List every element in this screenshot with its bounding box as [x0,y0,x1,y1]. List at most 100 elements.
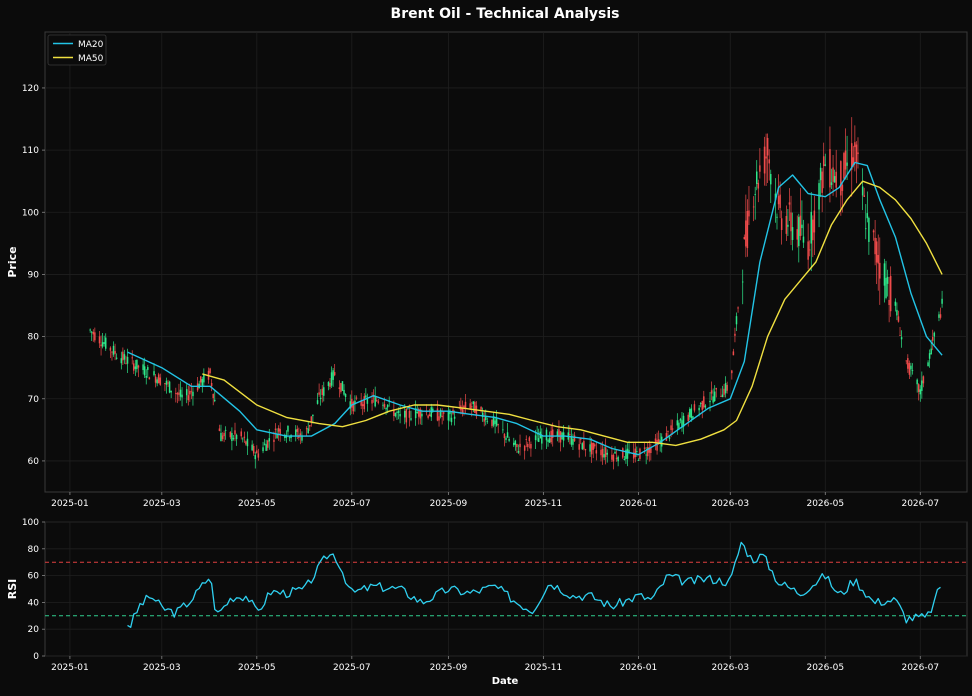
candle-up [678,422,680,429]
candle-down [157,374,160,384]
candle-up [508,439,510,441]
candle-up [713,391,716,402]
candle-down [667,430,669,432]
candle-down [527,443,529,448]
candle-down [854,142,856,148]
candle-up [432,408,434,412]
candle-down [427,415,429,418]
candle-down [475,405,478,417]
candle-down [765,156,767,159]
rsi-x-tick-label: 2026-01 [620,663,658,673]
candle-down [939,314,942,318]
candle-down [361,404,364,407]
candle-down [643,447,646,449]
candle-down [752,206,755,208]
candle-down [732,351,735,356]
candle-down [632,452,635,459]
candle-up [754,194,756,195]
candle-down [780,218,783,231]
candle-up [265,444,267,451]
candle-down [175,392,177,394]
candle-up [896,309,898,316]
candle-down [646,447,649,457]
candle-down [807,241,809,260]
candle-down [657,439,660,443]
candle-up [494,420,496,424]
candle-up [556,431,559,436]
rsi-axes-frame [44,521,968,657]
candle-up [416,412,418,413]
candle-down [528,437,531,442]
candle-up [735,316,738,325]
candle-down [715,387,718,390]
candle-down [851,143,853,170]
candle-up [941,298,943,304]
candle-up [824,164,827,166]
candle-down [125,362,127,364]
candle-down [622,448,624,458]
candle-up [548,438,551,443]
price-y-tick-label: 80 [28,333,40,343]
candle-up [232,438,235,440]
candle-down [558,429,560,438]
candle-down [503,433,506,439]
candle-down [463,405,465,409]
candle-up [628,450,630,452]
candle-down [418,408,420,417]
candle-down [835,171,837,188]
chart-title: Brent Oil - Technical Analysis [391,6,620,22]
candle-down [525,439,527,440]
candle-up [698,407,700,411]
candle-down [114,351,116,354]
candle-down [131,357,133,359]
candle-up [327,382,330,386]
legend: MA20 MA50 [47,34,107,66]
candle-down [461,408,464,414]
rsi-x-tick-label: 2025-11 [525,663,563,673]
rsi-x-ticks: 2025-01 2025-03 2025-05 2025-07 2025-09 2025-… [51,656,939,673]
candle-up [404,410,406,418]
candle-up [414,408,417,419]
price-y-tick-label: 90 [28,270,40,280]
candle-up [214,399,216,402]
candle-down [665,433,668,441]
price-x-tick-label: 2026-07 [901,499,939,509]
candle-down [296,428,299,432]
candle-up [330,372,333,386]
candle-down [874,237,876,255]
candle-down [785,215,788,234]
candle-up [818,183,820,210]
candle-down [523,445,526,451]
candle-up [343,389,345,395]
candle-up [541,435,543,444]
candle-up [147,367,149,370]
candle-up [506,432,509,438]
candle-up [365,395,367,398]
candle-up [517,451,520,453]
candle-down [167,382,169,384]
price-x-tick-label: 2025-07 [333,499,371,509]
candle-up [787,224,789,227]
candle-down [92,331,95,335]
candle-down [889,275,892,312]
candle-down [710,390,713,394]
candle-down [530,443,532,449]
candle-down [100,344,102,347]
candle-up [704,405,707,408]
candle-up [617,456,619,462]
candle-down [133,363,135,371]
candle-up [682,415,685,427]
candle-down [252,446,255,454]
candle-down [748,210,750,217]
candle-down [600,449,602,456]
candle-up [712,396,714,403]
candle-down [687,414,689,422]
candle-down [310,416,313,422]
candle-up [156,379,158,384]
candle-up [791,227,794,240]
candle-up [276,434,278,439]
candle-down [274,428,277,430]
candle-down [372,395,375,398]
candle-down [212,393,214,399]
